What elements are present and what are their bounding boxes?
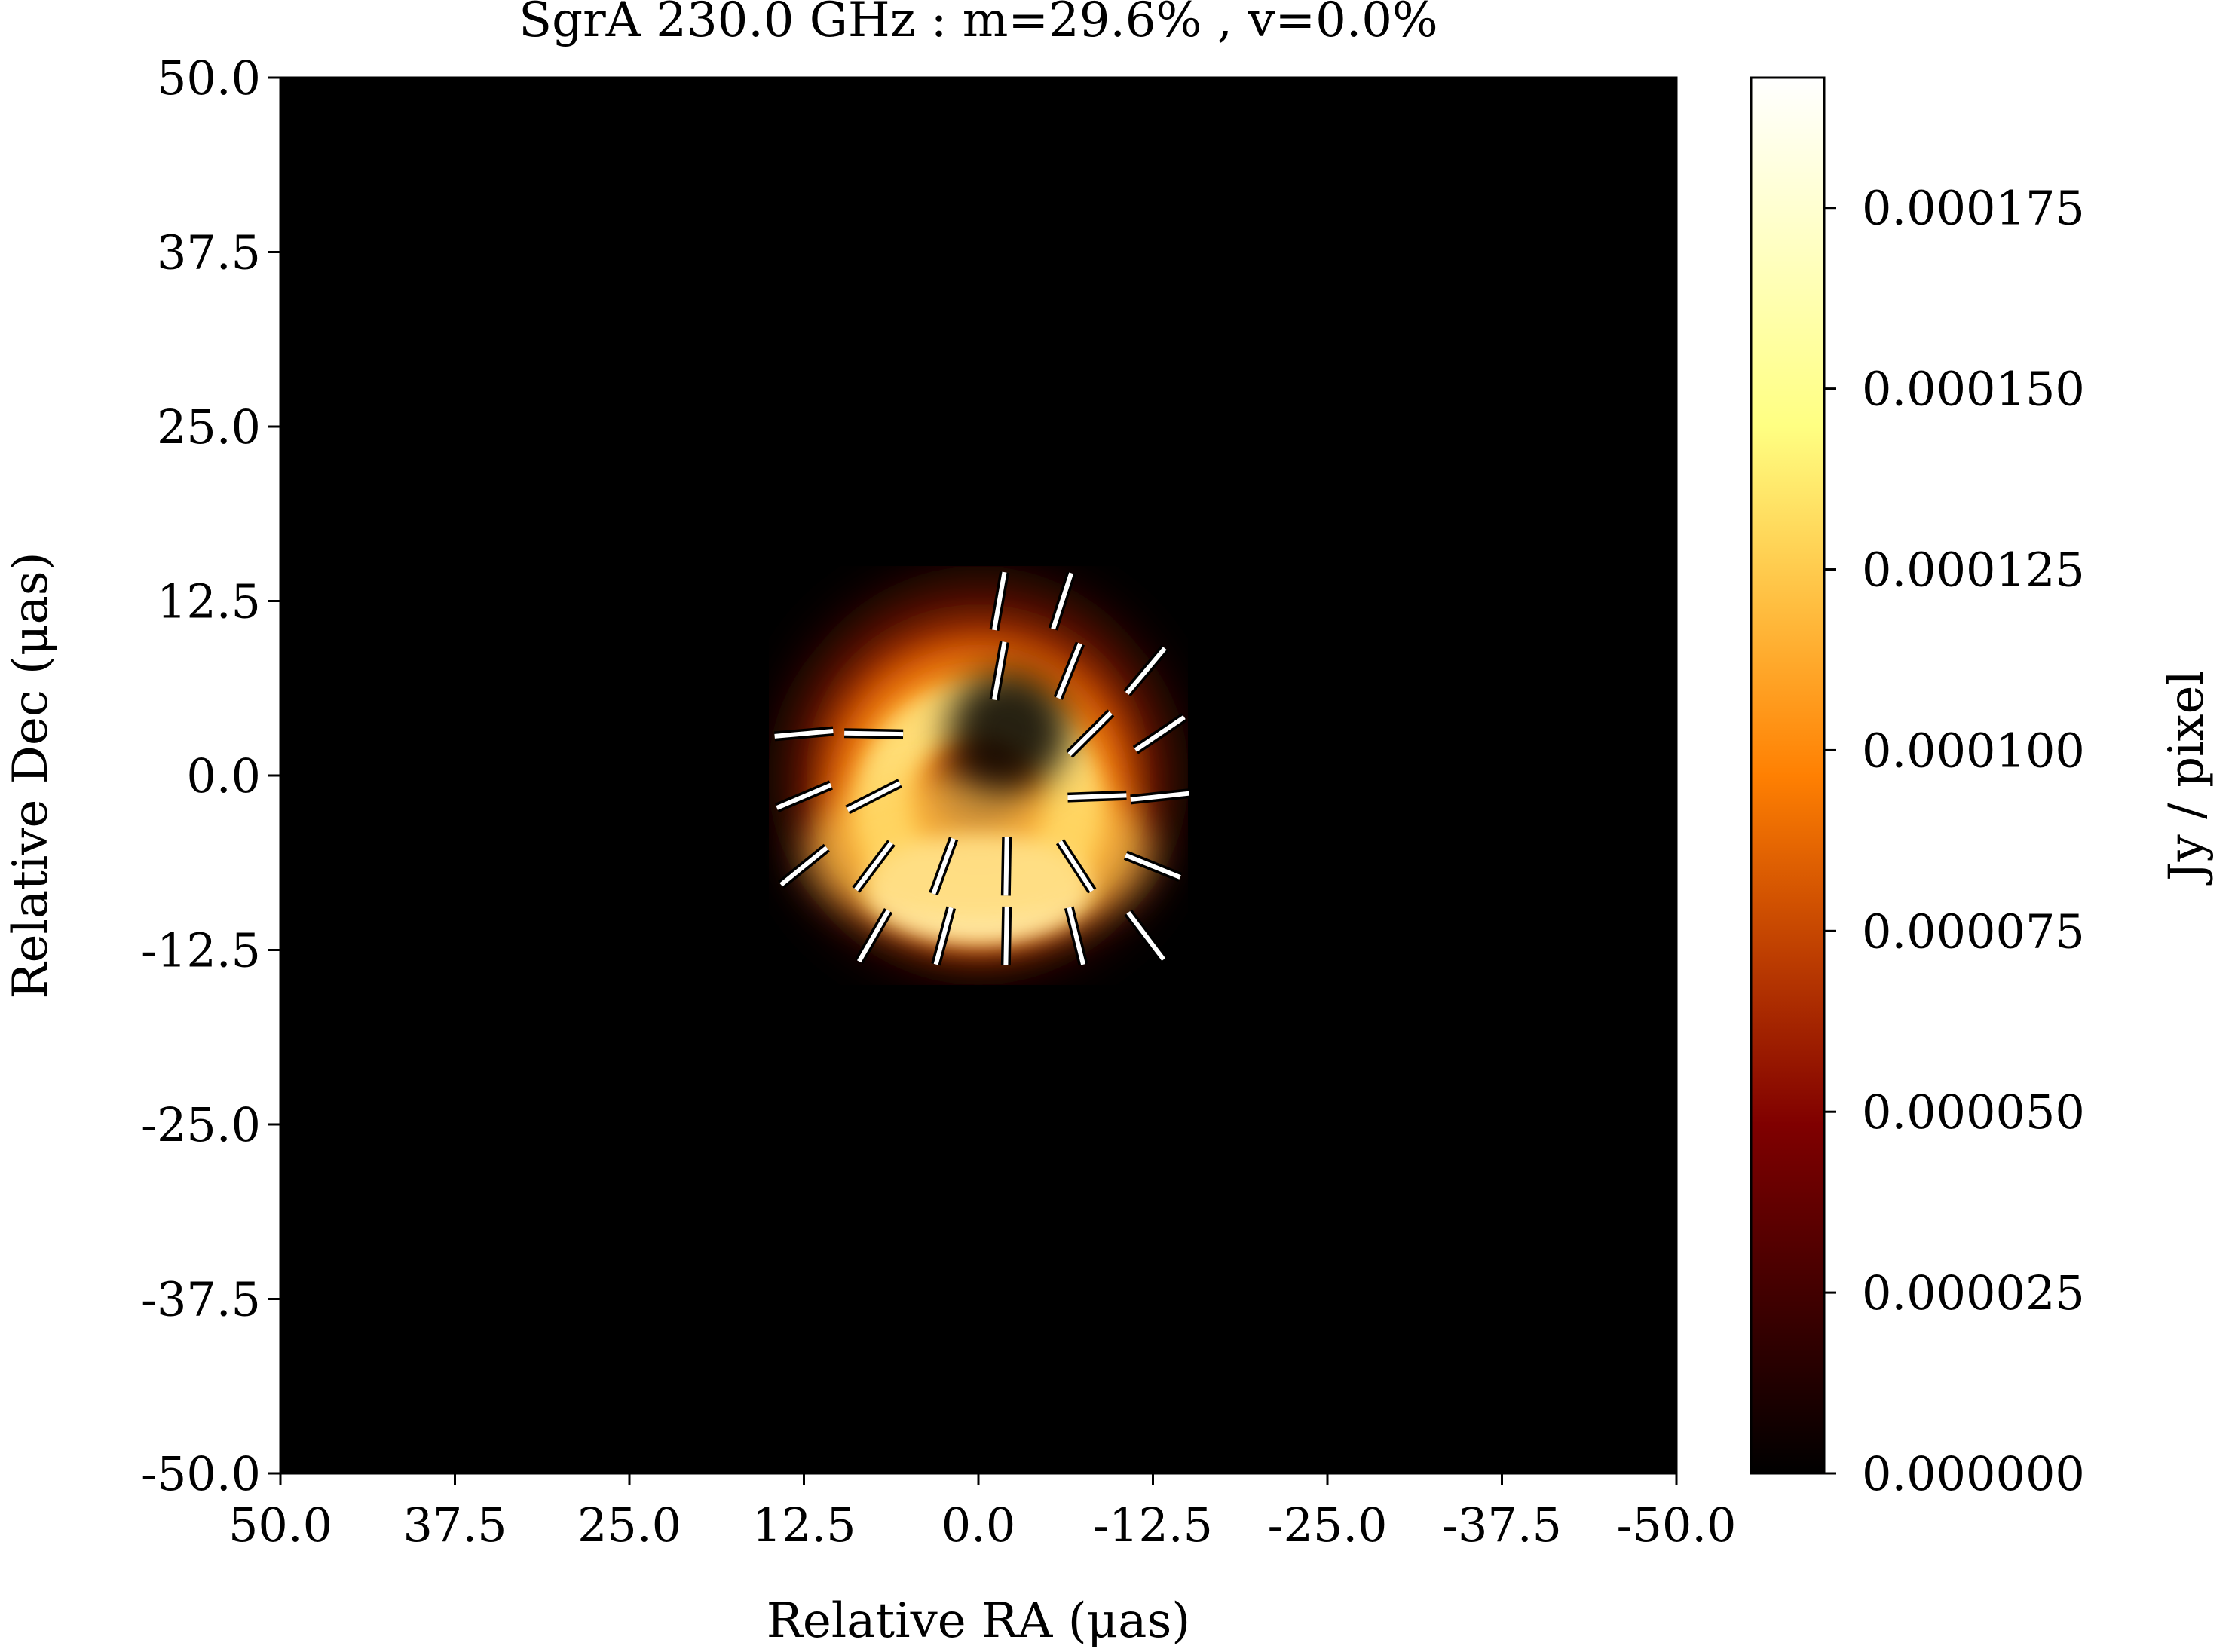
polarization-tick-1: [843, 728, 904, 739]
colorbar-tick-label: 0.000025: [1862, 1265, 2085, 1320]
x-tick-label: 37.5: [403, 1498, 507, 1553]
y-tick-label: -50.0: [141, 1446, 261, 1501]
polarization-tick-20: [1053, 641, 1085, 700]
x-axis-label: Relative RA (μas): [767, 1593, 1191, 1649]
polarization-tick-6: [929, 837, 959, 896]
colorbar-tick-label: 0.000150: [1862, 362, 2085, 417]
polarization-tick-10: [854, 907, 893, 965]
colorbar-tick-label: 0.000000: [1862, 1446, 2085, 1501]
colorbar-ticks: 0.000000 0.000025 0.000050 0.000075 0.000100…: [1824, 181, 2085, 1501]
polarization-tick-9: [1123, 850, 1183, 883]
colorbar-tick-label: 0.000175: [1862, 181, 2085, 236]
polarization-tick-11: [931, 906, 957, 966]
colorbar-label: Jy / pixel: [2159, 670, 2215, 886]
y-tick-label: -12.5: [141, 923, 261, 978]
x-tick-label: -37.5: [1442, 1498, 1562, 1553]
y-tick-label: 50.0: [157, 50, 261, 106]
y-tick-label: 37.5: [157, 225, 261, 280]
polarization-tick-22: [989, 571, 1009, 632]
colorbar-tick-label: 0.000075: [1862, 904, 2085, 959]
y-tick-label: 12.5: [157, 574, 261, 629]
image-panel: [279, 76, 1678, 1475]
x-tick-label: 12.5: [752, 1498, 856, 1553]
polarization-ticks: [774, 571, 1190, 966]
polarization-tick-2: [775, 780, 833, 813]
colorbar-tick-label: 0.000100: [1862, 723, 2085, 778]
ring-shadow: [948, 670, 1069, 791]
polarization-tick-21: [1123, 645, 1169, 697]
x-tick-label: 25.0: [577, 1498, 681, 1553]
polarization-tick-5: [852, 840, 896, 893]
y-tick-label: -37.5: [141, 1272, 261, 1327]
polarization-tick-23: [1048, 571, 1076, 631]
colorbar-tick-label: 0.000050: [1862, 1085, 2085, 1140]
polarization-tick-16: [1130, 788, 1190, 805]
polarization-tick-13: [1064, 906, 1088, 966]
colorbar-gradient: [1750, 76, 1826, 1475]
polarization-tick-3: [845, 779, 902, 815]
x-tick-label: -25.0: [1268, 1498, 1388, 1553]
y-tick-label: 25.0: [157, 399, 261, 454]
polarization-tick-8: [1055, 839, 1097, 894]
polarization-tick-19: [989, 641, 1009, 701]
polarization-tick-17: [1065, 709, 1115, 758]
polarization-tick-4: [778, 843, 830, 889]
x-tick-label: 50.0: [228, 1498, 332, 1553]
x-axis: 50.0 37.5 25.0 12.5 0.0 -12.5 -25.0 -37.5 -50.0: [228, 1473, 1737, 1553]
chart-title: SgrA 230.0 GHz : m=29.6% , v=0.0%: [519, 0, 1437, 48]
ring-south-glow: [805, 769, 1152, 935]
colorbar: 0.000000 0.000025 0.000050 0.000075 0.000100…: [1750, 76, 2215, 1501]
x-tick-label: -12.5: [1093, 1498, 1213, 1553]
emission-ring: [787, 584, 1170, 967]
polarization-tick-0: [774, 726, 834, 742]
colorbar-tick-label: 0.000125: [1862, 543, 2085, 598]
x-tick-label: -50.0: [1617, 1498, 1737, 1553]
polarization-tick-18: [1132, 713, 1187, 754]
y-axis-label: Relative Dec (μas): [3, 552, 59, 999]
polarization-tick-14: [1124, 909, 1168, 963]
y-tick-label: 0.0: [186, 748, 261, 803]
polarization-tick-15: [1067, 790, 1127, 803]
y-tick-label: -25.0: [141, 1097, 261, 1152]
x-tick-label: 0.0: [941, 1498, 1016, 1553]
y-axis: 50.0 37.5 25.0 12.5 0.0 -12.5 -25.0 -37.5 -50.0: [141, 50, 280, 1501]
